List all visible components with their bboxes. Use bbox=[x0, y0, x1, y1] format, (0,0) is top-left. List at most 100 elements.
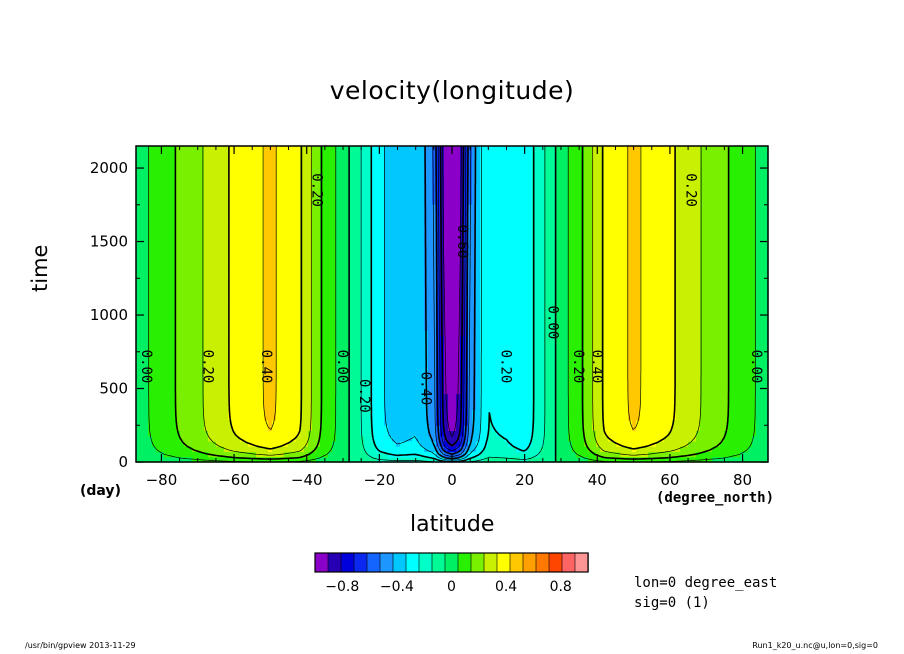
field-cell bbox=[180, 172, 185, 179]
field-cell bbox=[360, 383, 365, 389]
field-cell bbox=[328, 430, 333, 437]
field-cell bbox=[376, 346, 381, 352]
field-cell bbox=[284, 177, 289, 184]
field-cell bbox=[296, 340, 301, 347]
field-cell bbox=[164, 225, 169, 231]
field-cell bbox=[192, 151, 197, 158]
field-cell bbox=[332, 225, 337, 231]
field-cell bbox=[248, 425, 253, 431]
field-cell bbox=[444, 435, 449, 442]
field-cell bbox=[288, 330, 293, 337]
field-cell bbox=[192, 451, 197, 458]
field-cell bbox=[252, 203, 257, 210]
field-cell bbox=[396, 214, 401, 221]
field-cell bbox=[384, 340, 389, 347]
field-cell bbox=[196, 388, 201, 395]
field-cell bbox=[372, 277, 377, 284]
field-cell bbox=[460, 246, 465, 252]
field-cell bbox=[172, 172, 177, 179]
field-cell bbox=[428, 419, 433, 426]
field-cell bbox=[288, 304, 293, 310]
field-cell bbox=[396, 298, 401, 305]
field-cell bbox=[340, 425, 345, 431]
field-cell bbox=[312, 383, 317, 389]
field-cell bbox=[276, 188, 281, 194]
field-cell bbox=[136, 419, 141, 426]
field-cell bbox=[264, 298, 269, 305]
field-cell bbox=[372, 367, 377, 374]
field-cell bbox=[380, 209, 385, 216]
field-cell bbox=[452, 419, 457, 426]
field-cell bbox=[272, 419, 277, 426]
field-cell bbox=[192, 193, 197, 200]
field-cell bbox=[148, 351, 153, 358]
field-cell bbox=[152, 282, 157, 289]
field-cell bbox=[164, 367, 169, 374]
field-cell bbox=[140, 251, 145, 258]
field-cell bbox=[404, 161, 409, 168]
field-cell bbox=[272, 277, 277, 284]
field-cell bbox=[432, 398, 437, 405]
field-cell bbox=[364, 367, 369, 374]
field-cell bbox=[396, 256, 401, 263]
field-cell bbox=[184, 340, 189, 347]
field-cell bbox=[164, 430, 169, 437]
field-cell bbox=[260, 404, 265, 410]
field-cell bbox=[444, 340, 449, 347]
field-cell bbox=[232, 377, 237, 384]
field-cell bbox=[348, 219, 353, 226]
field-cell bbox=[204, 351, 209, 358]
field-cell bbox=[364, 151, 369, 158]
field-cell bbox=[244, 451, 249, 458]
field-cell bbox=[320, 409, 325, 416]
field-cell bbox=[340, 188, 345, 194]
field-cell bbox=[184, 419, 189, 426]
field-cell bbox=[284, 409, 289, 416]
field-cell bbox=[220, 246, 225, 252]
field-cell bbox=[372, 156, 377, 163]
field-cell bbox=[296, 309, 301, 316]
field-cell bbox=[428, 288, 433, 295]
field-cell bbox=[248, 440, 253, 447]
field-cell bbox=[188, 435, 193, 442]
field-cell bbox=[420, 456, 425, 463]
field-cell bbox=[228, 314, 233, 321]
field-cell bbox=[160, 367, 165, 374]
field-cell bbox=[140, 398, 145, 405]
field-cell bbox=[244, 414, 249, 421]
field-cell bbox=[276, 151, 281, 158]
field-cell bbox=[424, 446, 429, 453]
field-cell bbox=[200, 209, 205, 216]
field-cell bbox=[316, 209, 321, 216]
field-cell bbox=[184, 256, 189, 263]
field-cell bbox=[304, 335, 309, 342]
field-cell bbox=[428, 177, 433, 184]
field-cell bbox=[420, 451, 425, 458]
field-cell bbox=[388, 330, 393, 337]
field-cell bbox=[400, 340, 405, 347]
field-cell bbox=[200, 261, 205, 268]
field-cell bbox=[140, 282, 145, 289]
field-cell bbox=[196, 383, 201, 389]
field-cell bbox=[240, 319, 245, 326]
field-cell bbox=[280, 414, 285, 421]
field-cell bbox=[436, 340, 441, 347]
field-cell bbox=[240, 267, 245, 273]
field-cell bbox=[288, 456, 293, 463]
field-cell bbox=[244, 404, 249, 410]
field-cell bbox=[296, 193, 301, 200]
field-cell bbox=[336, 182, 341, 189]
field-cell bbox=[428, 409, 433, 416]
field-cell bbox=[312, 388, 317, 395]
field-cell bbox=[176, 188, 181, 194]
field-cell bbox=[364, 414, 369, 421]
field-cell bbox=[180, 146, 185, 152]
field-cell bbox=[280, 225, 285, 231]
field-cell bbox=[440, 251, 445, 258]
field-cell bbox=[216, 277, 221, 284]
field-cell bbox=[408, 240, 413, 247]
field-cell bbox=[148, 451, 153, 458]
field-cell bbox=[320, 446, 325, 453]
field-cell bbox=[160, 193, 165, 200]
field-cell bbox=[380, 361, 385, 368]
